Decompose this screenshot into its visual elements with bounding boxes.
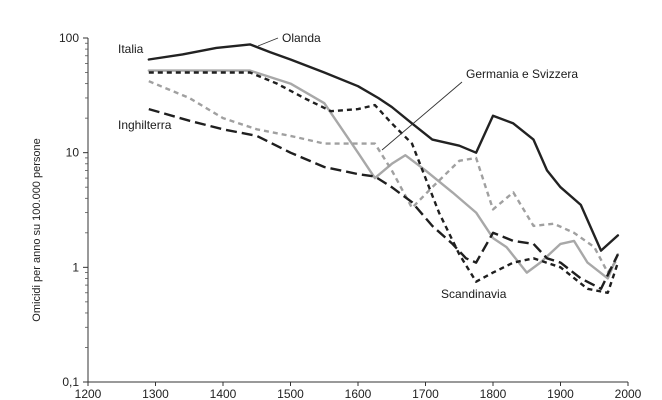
series-line-germania-e-svizzera — [148, 80, 619, 274]
x-tick-label: 1900 — [547, 387, 574, 400]
leader-lines — [257, 37, 463, 151]
x-tick-label: 1700 — [412, 387, 439, 400]
x-tick-label: 1400 — [210, 387, 237, 400]
series-label-inghilterra: Inghilterra — [118, 118, 172, 132]
y-axis-title: Omicidi per anno su 100.000 persone — [31, 138, 43, 321]
x-tick-label: 1800 — [480, 387, 507, 400]
series-label-scandinavia: Scandinavia — [441, 287, 507, 301]
x-tick-label: 1500 — [277, 387, 304, 400]
x-axis-ticks: 1200 1300 1400 1500 1600 1700 1800 1900 2000 — [75, 382, 642, 400]
y-tick-label: 1 — [72, 260, 79, 274]
series-label-germania-e-svizzera: Germania e Svizzera — [466, 67, 578, 81]
series-line-italia — [147, 43, 620, 252]
x-tick-label: 2000 — [615, 387, 642, 400]
series-label-olanda: Olanda — [282, 31, 321, 45]
y-axis-ticks: 0,1 1 10 100 — [59, 31, 88, 389]
label-leader-line — [257, 37, 279, 47]
series-labels: Italia Olanda Germania e Svizzera Inghilter… — [118, 31, 578, 301]
y-tick-label: 100 — [59, 31, 79, 45]
series-label-italia: Italia — [118, 42, 144, 56]
y-tick-label: 0,1 — [62, 375, 79, 389]
series-line-inghilterra — [148, 107, 619, 290]
x-tick-label: 1300 — [142, 387, 169, 400]
series-layer — [147, 43, 620, 294]
label-leader-line — [381, 81, 463, 151]
y-tick-label: 10 — [66, 146, 80, 160]
x-tick-label: 1200 — [75, 387, 102, 400]
x-tick-label: 1600 — [345, 387, 372, 400]
series-line-scandinavia — [148, 71, 620, 294]
axes: 0,1 1 10 100 1200 1300 1400 1500 1600 1700 1800 19… — [31, 31, 642, 400]
